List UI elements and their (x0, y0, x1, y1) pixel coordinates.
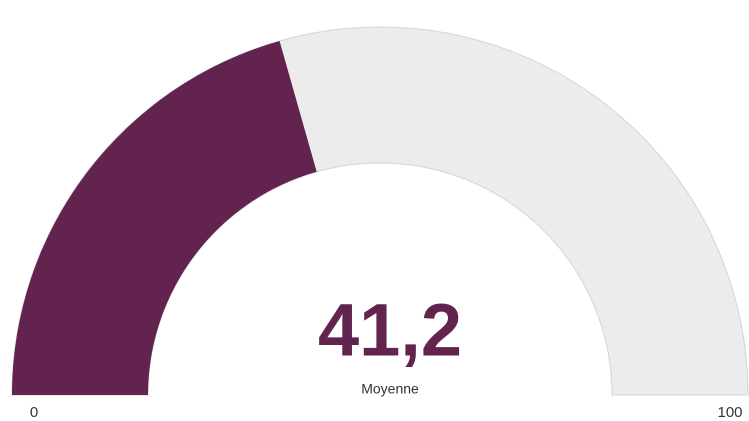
gauge-value (12, 40, 317, 395)
value-label: 41,2 (318, 289, 462, 372)
gauge-caption: Moyenne (361, 381, 419, 397)
tick-label: 0 (30, 404, 38, 421)
tick-label: 100 (717, 404, 742, 421)
